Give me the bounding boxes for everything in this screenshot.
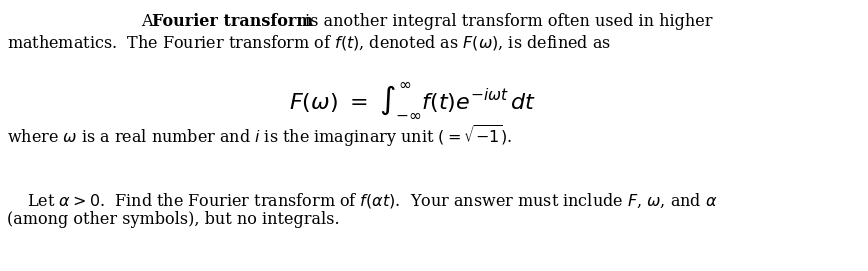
Text: Let $\alpha > 0$.  Find the Fourier transform of $f(\alpha t)$.  Your answer mus: Let $\alpha > 0$. Find the Fourier trans…	[7, 191, 717, 210]
Text: A: A	[141, 13, 157, 30]
Text: Fourier transform: Fourier transform	[152, 13, 313, 30]
Text: (among other symbols), but no integrals.: (among other symbols), but no integrals.	[7, 211, 339, 228]
Text: $F(\omega) \ = \ \int_{-\infty}^{\infty} f(t)e^{-i\omega t}\,dt$: $F(\omega) \ = \ \int_{-\infty}^{\infty}…	[289, 81, 536, 120]
Text: is another integral transform often used in higher: is another integral transform often used…	[300, 13, 713, 30]
Text: where $\omega$ is a real number and $i$ is the imaginary unit $(= \sqrt{-1})$.: where $\omega$ is a real number and $i$ …	[7, 123, 512, 149]
Text: mathematics.  The Fourier transform of $f(t)$, denoted as $F(\omega)$, is define: mathematics. The Fourier transform of $f…	[7, 33, 611, 52]
